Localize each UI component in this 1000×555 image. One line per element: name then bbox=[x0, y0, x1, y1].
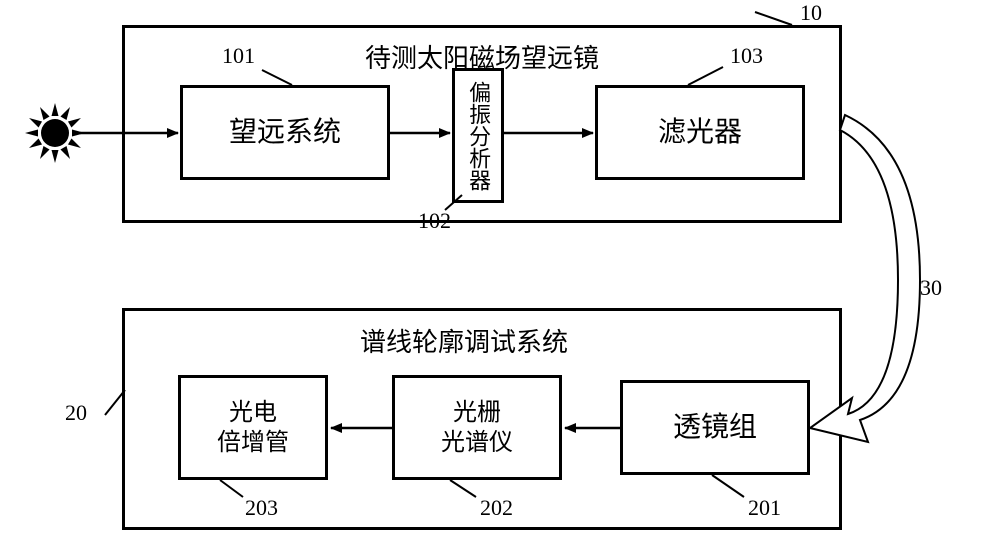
node-103-label: 103 bbox=[730, 43, 763, 69]
sun-icon bbox=[25, 103, 85, 163]
node-201: 透镜组 bbox=[620, 380, 810, 475]
node-202-text: 光栅光谱仪 bbox=[441, 398, 513, 458]
node-203-text: 光电倍增管 bbox=[217, 398, 289, 458]
big-arrow-label: 30 bbox=[920, 275, 942, 301]
bottom-container-title: 谱线轮廓调试系统 bbox=[360, 322, 568, 359]
node-202-label: 202 bbox=[480, 495, 513, 521]
node-202: 光栅光谱仪 bbox=[392, 375, 562, 480]
node-102-label: 102 bbox=[418, 208, 451, 234]
node-201-text: 透镜组 bbox=[673, 411, 757, 445]
node-101: 望远系统 bbox=[180, 85, 390, 180]
node-101-label: 101 bbox=[222, 43, 255, 69]
bottom-container-label: 20 bbox=[65, 400, 87, 426]
node-203: 光电倍增管 bbox=[178, 375, 328, 480]
node-203-label: 203 bbox=[245, 495, 278, 521]
node-103-text: 滤光器 bbox=[658, 116, 742, 150]
node-102: 偏振分析器 bbox=[452, 68, 504, 203]
node-201-label: 201 bbox=[748, 495, 781, 521]
node-103: 滤光器 bbox=[595, 85, 805, 180]
node-102-text: 偏振分析器 bbox=[466, 81, 490, 191]
top-container-label: 10 bbox=[800, 0, 822, 26]
node-101-text: 望远系统 bbox=[229, 116, 341, 150]
